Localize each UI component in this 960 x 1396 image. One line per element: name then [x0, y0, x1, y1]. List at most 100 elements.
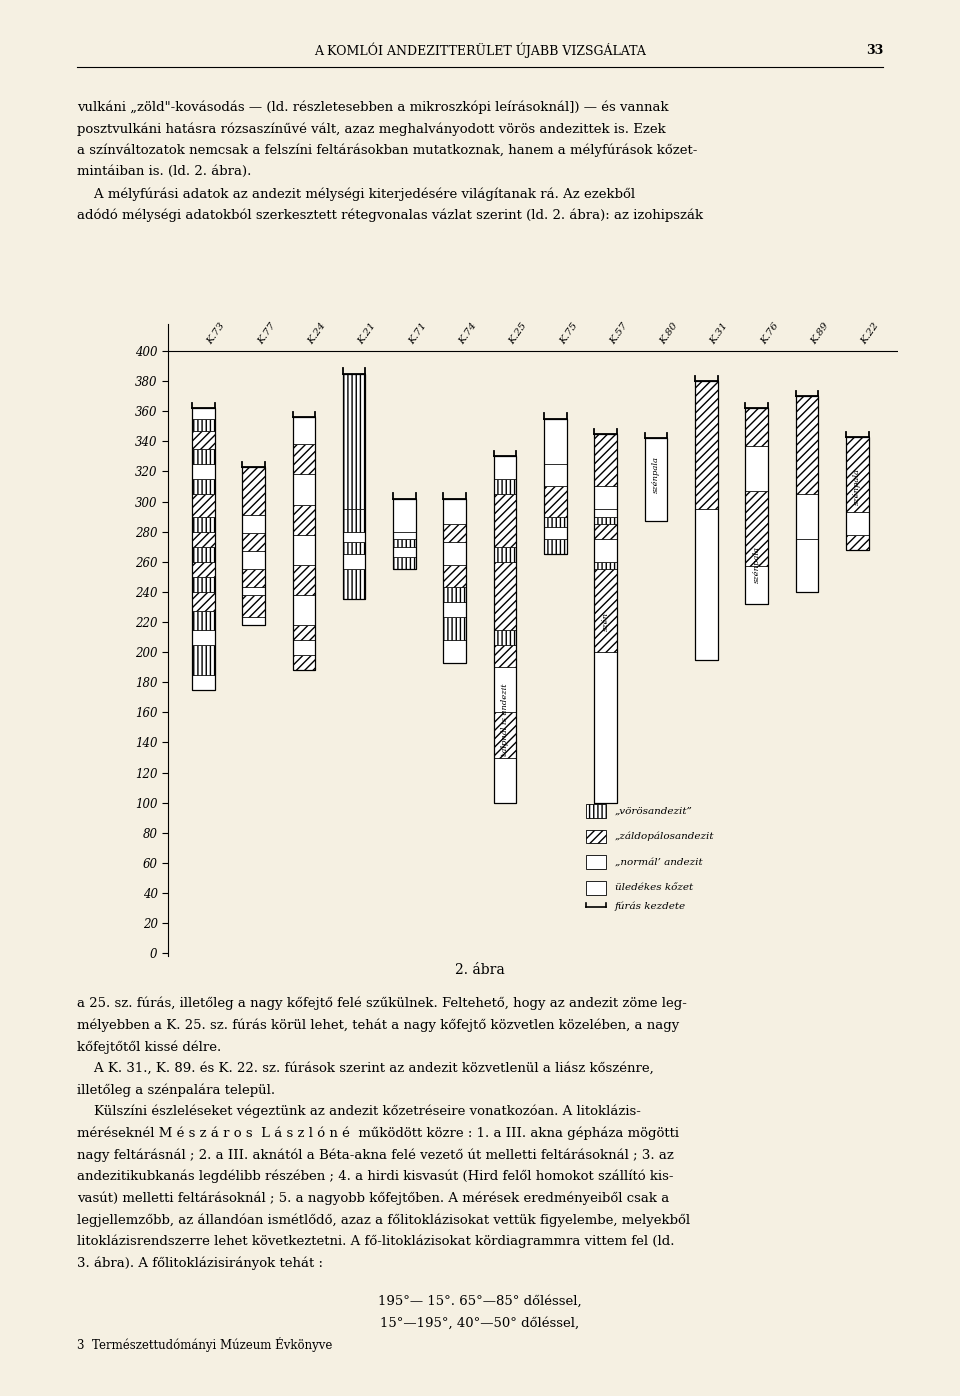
Bar — [192, 561, 214, 577]
Bar — [444, 542, 467, 565]
Text: K.31: K.31 — [708, 321, 731, 346]
Bar — [343, 532, 366, 542]
Text: 3  Természettudómányi Múzeum Évkönyve: 3 Természettudómányi Múzeum Évkönyve — [77, 1337, 332, 1353]
Bar — [394, 539, 416, 547]
Bar — [192, 645, 214, 674]
Text: legjellemzőbb, az állandóan ismétlődő, azaz a főlitoklázisokat vettük figyelembe: legjellemzőbb, az állandóan ismétlődő, a… — [77, 1213, 690, 1227]
Text: a színváltozatok nemcsak a felszíni feltárásokban mutatkoznak, hanem a mélyfúrás: a színváltozatok nemcsak a felszíni felt… — [77, 144, 697, 158]
Text: mélyebben a K. 25. sz. fúrás körül lehet, tehát a nagy kőfejtő közvetlen közeléb: mélyebben a K. 25. sz. fúrás körül lehet… — [77, 1019, 679, 1032]
Text: litoklázisrendszerre lehet következtetni. A fő-litoklázisokat kördiagrammra vitt: litoklázisrendszerre lehet következtetni… — [77, 1235, 674, 1248]
Bar — [796, 494, 818, 539]
Bar — [493, 494, 516, 547]
Text: üledékes kőzet: üledékes kőzet — [614, 884, 693, 892]
Bar — [594, 561, 617, 570]
Bar — [594, 539, 617, 561]
Bar — [645, 438, 667, 521]
Bar — [846, 437, 869, 550]
Text: kőfejtőtől kissé délre.: kőfejtőtől kissé délre. — [77, 1040, 221, 1054]
Text: szén: szén — [602, 613, 610, 631]
Bar — [493, 479, 516, 494]
Text: Külszíni észleléseket végeztünk az andezit kőzetréseire vonatkozóan. A litoklázi: Külszíni észleléseket végeztünk az andez… — [77, 1106, 640, 1118]
Bar — [586, 881, 606, 895]
Bar — [444, 498, 467, 524]
Bar — [493, 645, 516, 667]
Text: K.22: K.22 — [860, 321, 881, 346]
Bar — [594, 524, 617, 539]
Bar — [394, 557, 416, 570]
Bar — [544, 463, 566, 486]
Text: K.76: K.76 — [759, 321, 780, 346]
Bar — [745, 408, 768, 445]
Bar — [293, 565, 315, 595]
Bar — [394, 547, 416, 557]
Bar — [192, 517, 214, 532]
Text: „normál’ andezit: „normál’ andezit — [614, 857, 703, 867]
Bar — [242, 466, 265, 515]
Text: K.21: K.21 — [357, 321, 378, 346]
Bar — [293, 639, 315, 655]
Bar — [544, 486, 566, 517]
Text: mintáiban is. (ld. 2. ábra).: mintáiban is. (ld. 2. ábra). — [77, 165, 252, 179]
Text: K.89: K.89 — [809, 321, 830, 346]
Text: 3. ábra). A főlitoklázisirányok tehát :: 3. ábra). A főlitoklázisirányok tehát : — [77, 1256, 323, 1270]
Text: K.80: K.80 — [659, 321, 680, 346]
Bar — [343, 374, 366, 599]
Bar — [493, 456, 516, 479]
Text: illetőleg a szénpalára települ.: illetőleg a szénpalára települ. — [77, 1083, 275, 1097]
Bar — [493, 547, 516, 561]
Text: 15°—195°, 40°—50° dőléssel,: 15°—195°, 40°—50° dőléssel, — [380, 1316, 580, 1329]
Bar — [242, 595, 265, 617]
Text: posztvulkáni hatásra rózsaszínűvé vált, azaz meghalványodott vörös andezittek is: posztvulkáni hatásra rózsaszínűvé vált, … — [77, 121, 665, 135]
Bar — [343, 510, 366, 532]
Text: andezitikubkanás legdélibb részében ; 4. a hirdi kisvasút (Hird felől homokot sz: andezitikubkanás legdélibb részében ; 4.… — [77, 1170, 673, 1184]
Bar — [192, 577, 214, 592]
Bar — [444, 565, 467, 588]
Bar — [493, 712, 516, 758]
Bar — [493, 456, 516, 803]
Bar — [745, 491, 768, 567]
Text: 195°— 15°. 65°—85° dőléssel,: 195°— 15°. 65°—85° dőléssel, — [378, 1295, 582, 1308]
Bar — [293, 475, 315, 504]
Bar — [444, 617, 467, 639]
Bar — [192, 408, 214, 419]
Bar — [493, 630, 516, 645]
Bar — [343, 542, 366, 554]
Bar — [242, 466, 265, 625]
Text: szénpala: szénpala — [853, 468, 861, 505]
Bar — [293, 625, 315, 639]
Bar — [594, 517, 617, 524]
Bar — [242, 617, 265, 625]
Bar — [796, 396, 818, 494]
Text: a 25. sz. fúrás, illetőleg a nagy kőfejtő felé szűkülnek. Feltehető, hogy az and: a 25. sz. fúrás, illetőleg a nagy kőfejt… — [77, 997, 686, 1011]
Bar — [594, 434, 617, 486]
Bar — [192, 674, 214, 690]
Bar — [343, 374, 366, 510]
Bar — [242, 570, 265, 588]
Text: K.74: K.74 — [457, 321, 479, 346]
Text: nagy feltárásnál ; 2. a III. aknától a Béta-akna felé vezető út melletti feltárá: nagy feltárásnál ; 2. a III. aknától a B… — [77, 1148, 674, 1161]
Bar — [544, 539, 566, 554]
Bar — [594, 570, 617, 652]
Bar — [695, 381, 718, 510]
Bar — [796, 396, 818, 592]
Bar — [846, 437, 869, 512]
Text: „záldopálosandezit: „záldopálosandezit — [614, 832, 714, 842]
Text: adódó mélységi adatokból szerkesztett rétegvonalas vázlat szerint (ld. 2. ábra):: adódó mélységi adatokból szerkesztett ré… — [77, 209, 703, 222]
Bar — [444, 498, 467, 663]
Bar — [493, 758, 516, 803]
Bar — [493, 667, 516, 712]
Bar — [192, 611, 214, 630]
Bar — [293, 417, 315, 444]
Text: A mélyfúrási adatok az andezit mélységi kiterjedésére világítanak rá. Az ezekből: A mélyfúrási adatok az andezit mélységi … — [77, 187, 635, 201]
Bar — [343, 554, 366, 570]
Bar — [192, 450, 214, 463]
Bar — [745, 445, 768, 491]
Text: K.71: K.71 — [407, 321, 428, 346]
Bar — [192, 408, 214, 690]
Text: „vörösandezit”: „vörösandezit” — [614, 807, 692, 815]
Bar — [586, 804, 606, 818]
Bar — [293, 655, 315, 670]
Bar — [594, 652, 617, 803]
Bar — [293, 504, 315, 535]
Bar — [394, 498, 416, 570]
